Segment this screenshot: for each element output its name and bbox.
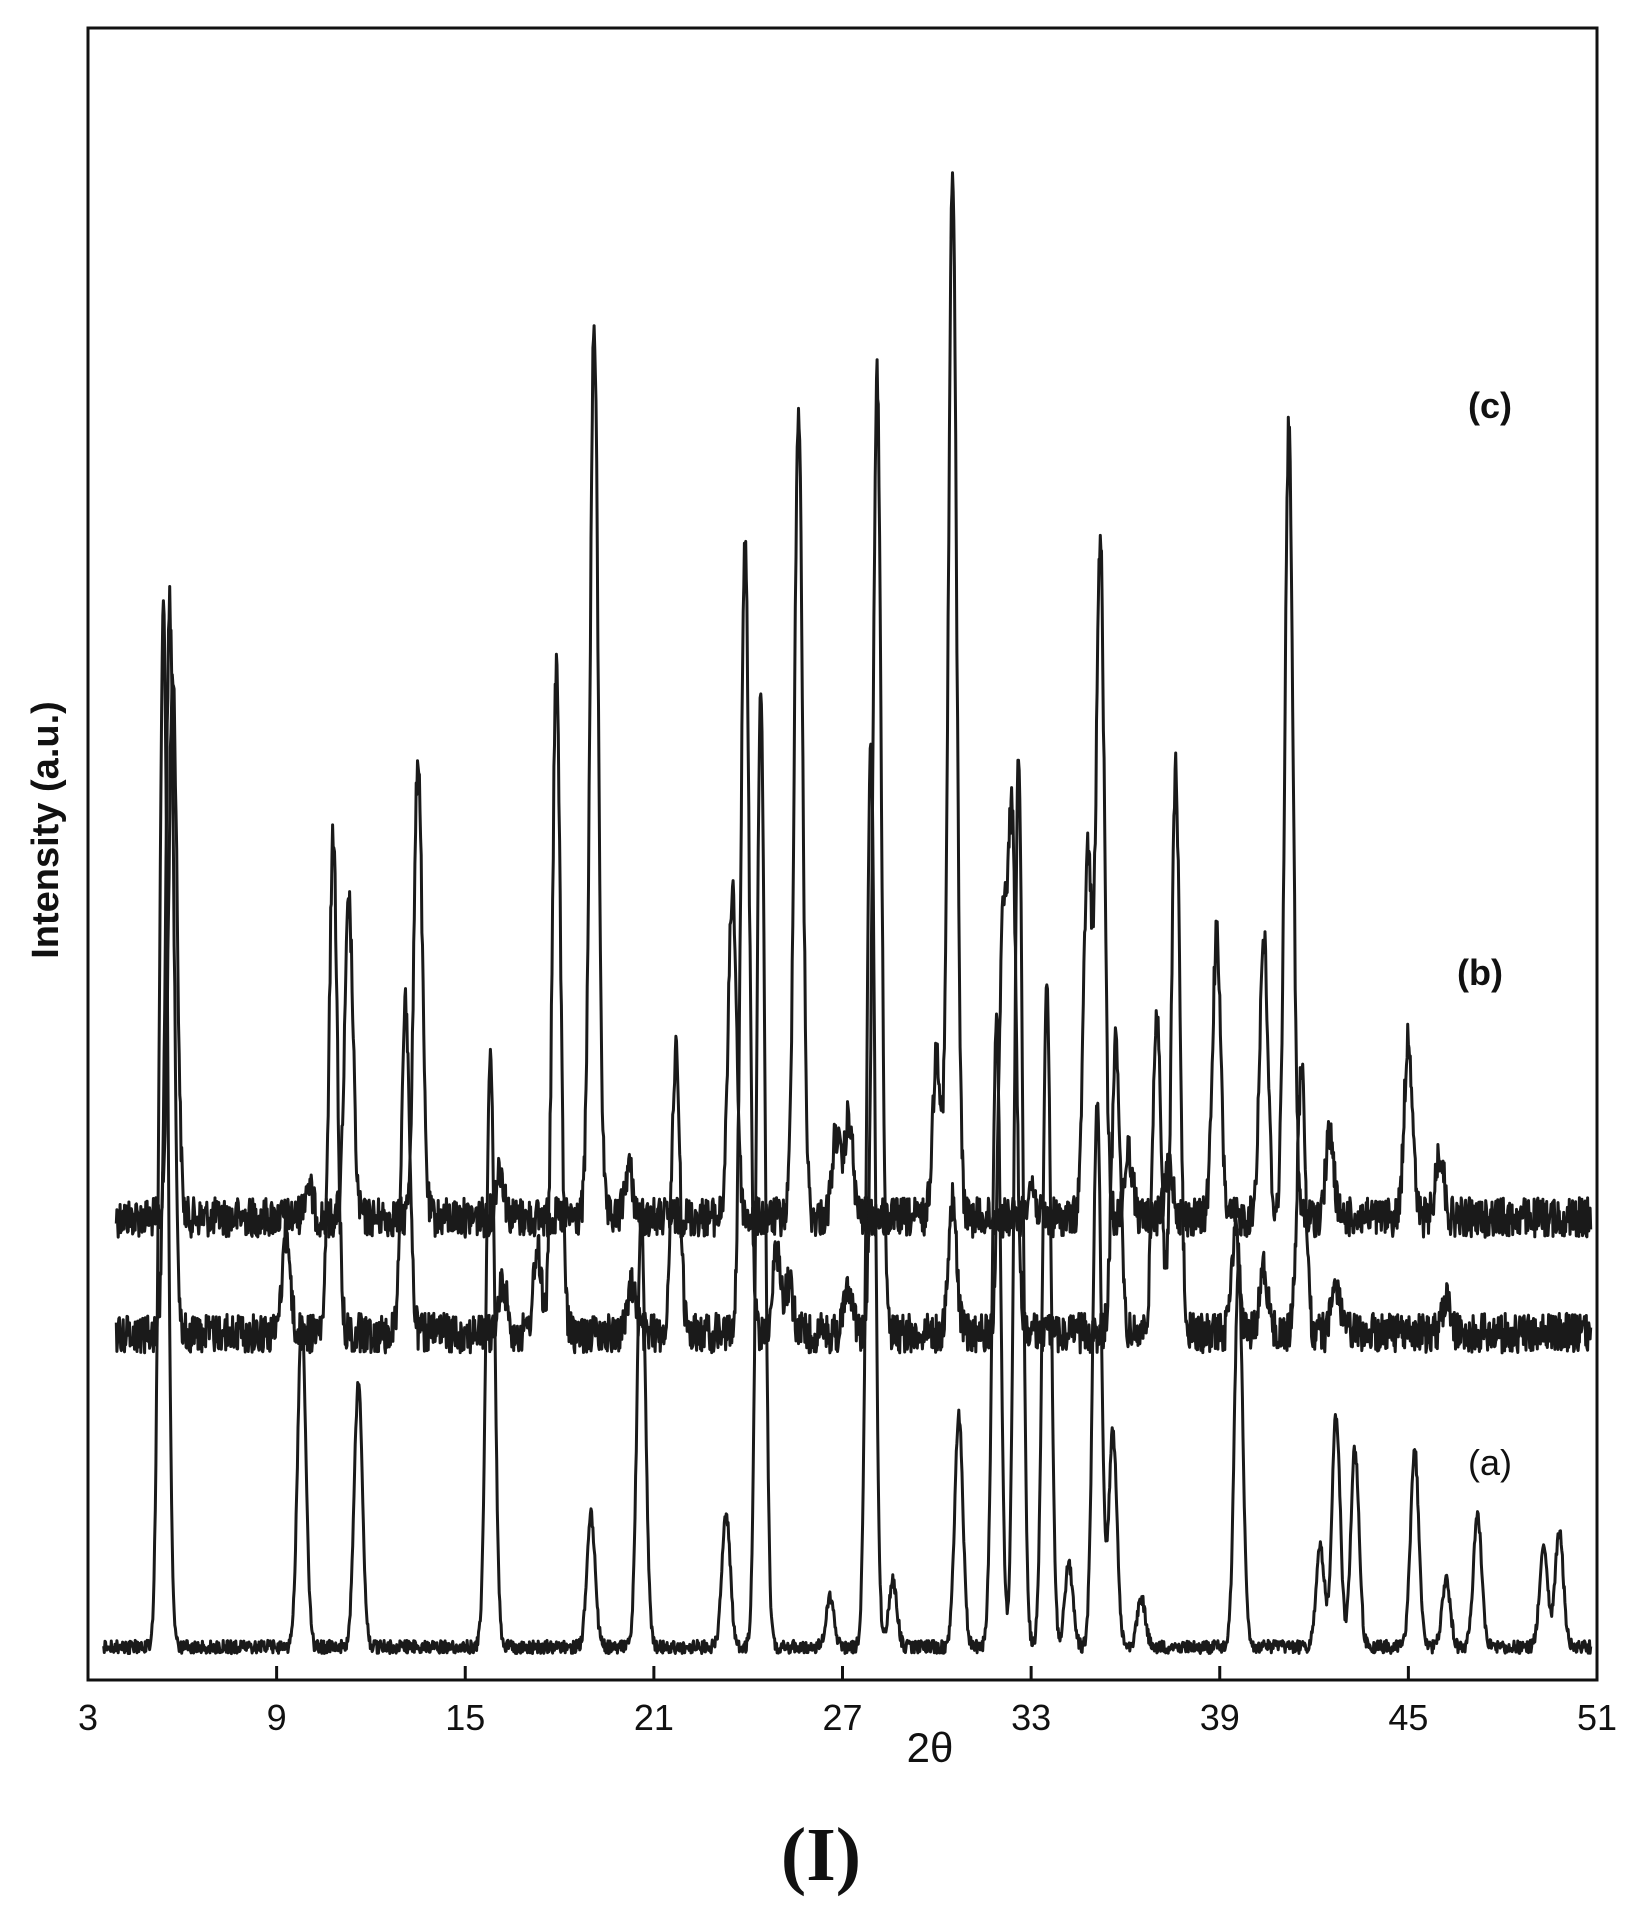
y-axis-title: Intensity (a.u.) xyxy=(25,701,67,959)
series-label-c: (c) xyxy=(1468,385,1512,426)
series-labels: (c) (b) (a) xyxy=(1457,385,1512,1483)
x-tick-label: 21 xyxy=(634,1697,674,1738)
x-tick-label: 33 xyxy=(1011,1697,1051,1738)
x-tick-label: 51 xyxy=(1577,1697,1617,1738)
figure-caption: (I) xyxy=(781,1813,861,1897)
series-label-b: (b) xyxy=(1457,952,1503,993)
diffraction-traces xyxy=(102,171,1593,1656)
x-tick-label: 27 xyxy=(822,1697,862,1738)
x-tick-label: 39 xyxy=(1200,1697,1240,1738)
series-label-a: (a) xyxy=(1468,1442,1512,1483)
plot-frame xyxy=(86,26,1599,1682)
series-trace-c xyxy=(114,171,1593,1239)
x-axis-title: 2θ xyxy=(907,1724,954,1771)
x-tick-label: 9 xyxy=(267,1697,287,1738)
x-tick-label: 15 xyxy=(445,1697,485,1738)
series-trace-b xyxy=(114,358,1593,1355)
x-tick-label: 3 xyxy=(78,1697,98,1738)
x-axis-ticks: 3 9 15 21 27 33 39 45 51 xyxy=(78,1666,1617,1738)
series-trace-a xyxy=(102,599,1593,1656)
x-tick-label: 45 xyxy=(1388,1697,1428,1738)
